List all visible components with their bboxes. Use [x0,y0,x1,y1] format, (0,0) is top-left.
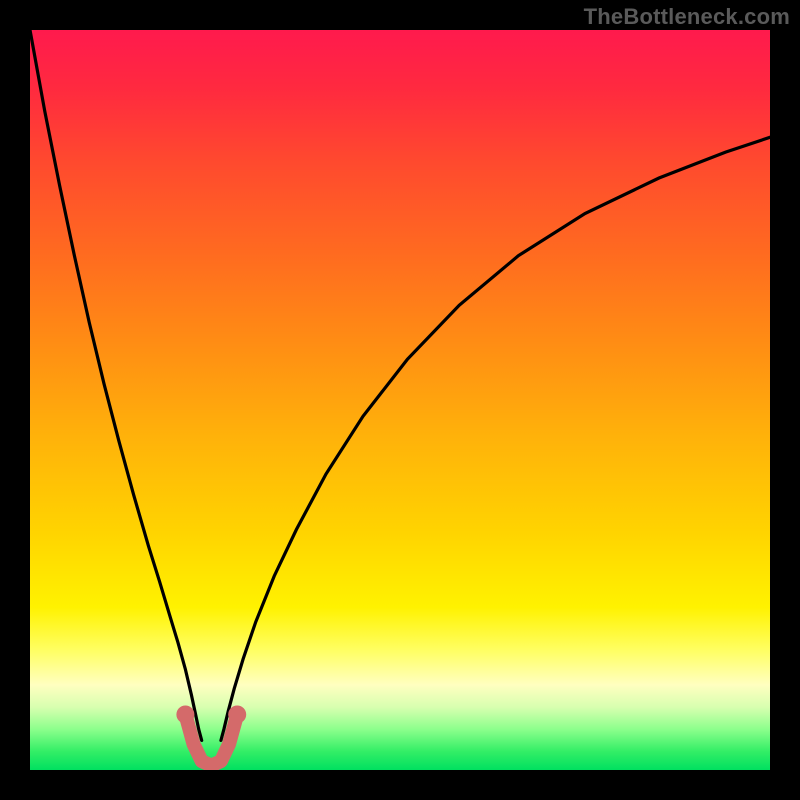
plot-background [30,30,770,770]
optimum-marker-dot-left [176,706,194,724]
chart-stage: TheBottleneck.com [0,0,800,800]
optimum-marker-dot-right [228,706,246,724]
bottleneck-chart [0,0,800,800]
watermark-label: TheBottleneck.com [584,4,790,30]
